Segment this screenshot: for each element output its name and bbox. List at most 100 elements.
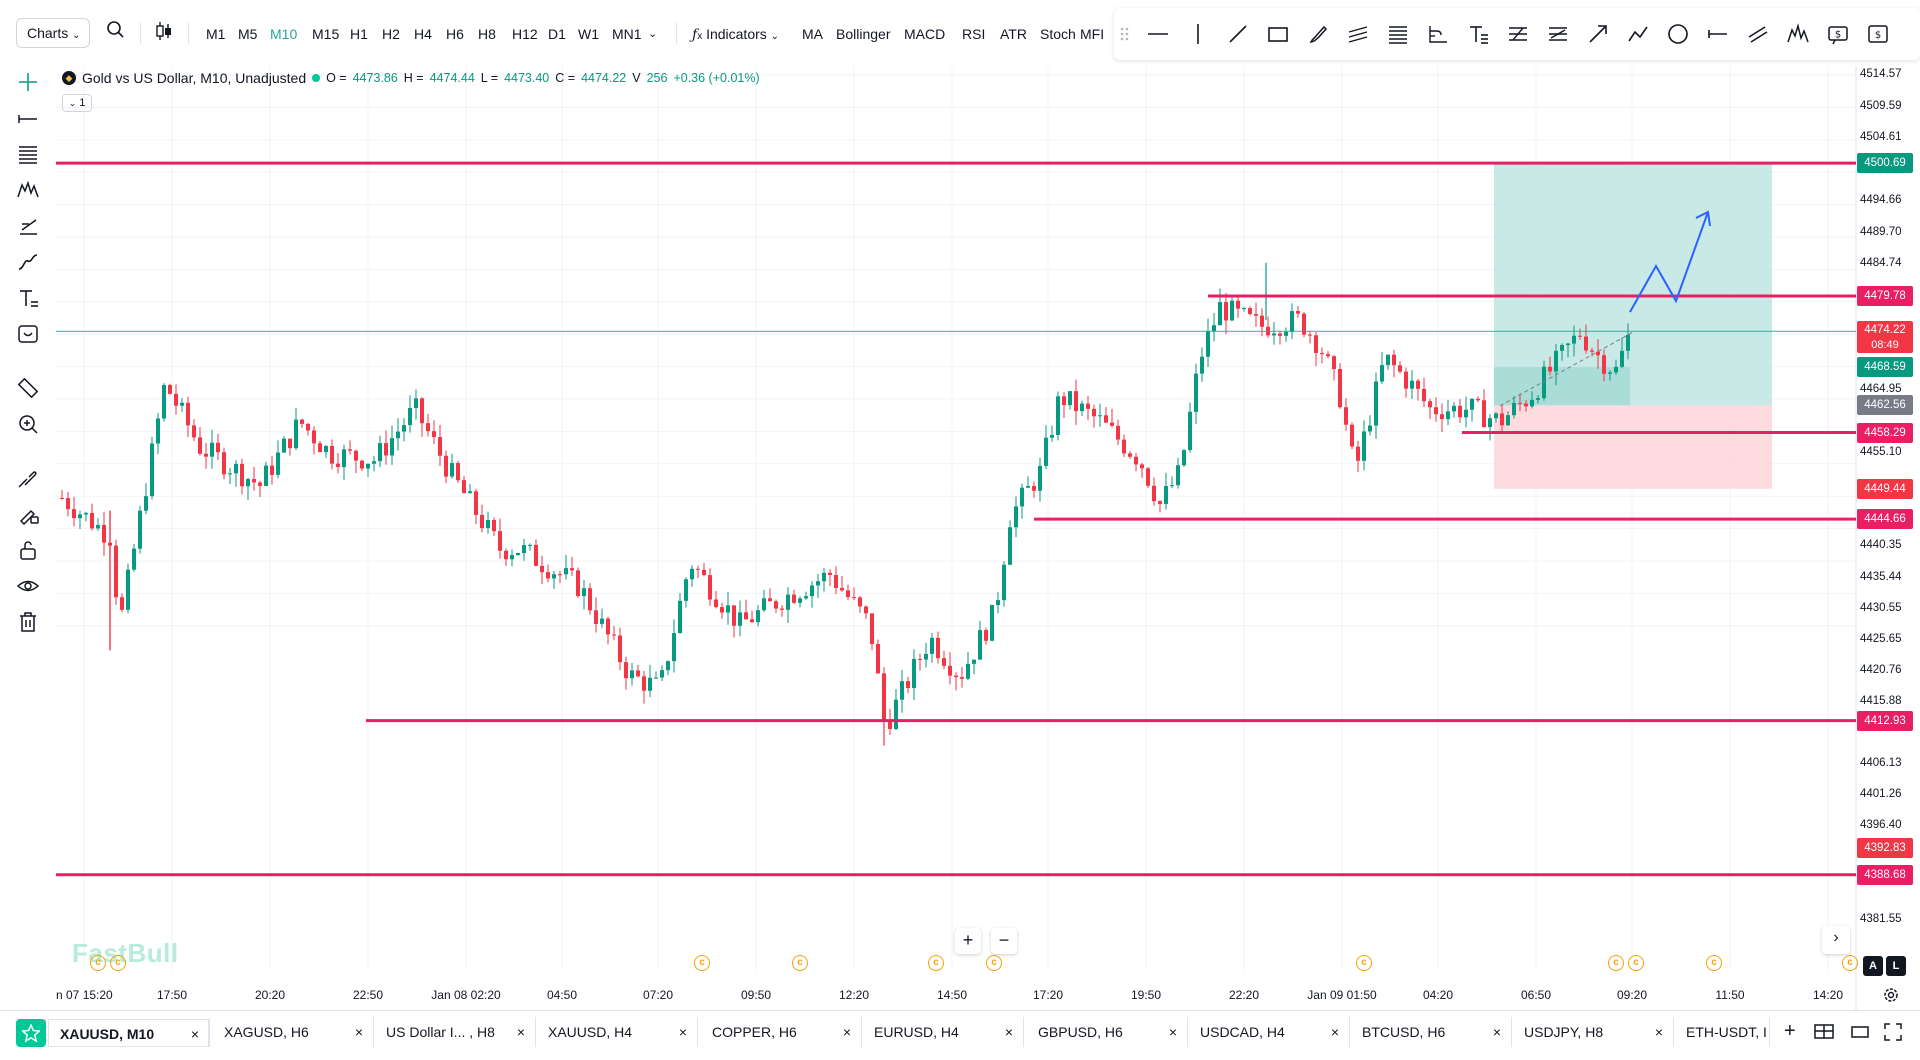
parallel-lines-icon[interactable] — [1744, 20, 1772, 48]
chart-tab[interactable]: EURUSD, H4 × — [862, 1017, 1024, 1047]
indicator-ma[interactable]: MA — [802, 26, 823, 42]
horizontal-line-icon[interactable] — [1144, 20, 1172, 48]
economic-event-icon[interactable]: c — [1842, 955, 1858, 971]
magnet-icon[interactable] — [14, 464, 42, 492]
pattern-icon[interactable] — [14, 176, 42, 204]
fullscreen-icon[interactable] — [1884, 1023, 1902, 1046]
scroll-right-button[interactable]: › — [1822, 926, 1850, 954]
elliott-wave-icon[interactable] — [1784, 20, 1812, 48]
fib-retracement-icon[interactable] — [14, 140, 42, 168]
text-tool-icon[interactable] — [1464, 20, 1492, 48]
chart-tab[interactable]: GBPUSD, H6 × — [1026, 1017, 1188, 1047]
parallel-channel-icon[interactable] — [1344, 20, 1372, 48]
close-tab-icon[interactable]: × — [842, 1024, 851, 1040]
economic-event-icon[interactable]: c — [694, 955, 710, 971]
rectangle-icon[interactable] — [1264, 20, 1292, 48]
chart-tab[interactable]: COPPER, H6 × — [700, 1017, 862, 1047]
indicator-rsi[interactable]: RSI — [962, 26, 986, 42]
chart-tab[interactable]: US Dollar I... , H8 × — [374, 1017, 536, 1047]
ruler-icon[interactable] — [14, 374, 42, 402]
drag-handle-icon[interactable] — [1116, 20, 1134, 48]
indicator-bollinger[interactable]: Bollinger — [836, 26, 891, 42]
brush-icon[interactable] — [1304, 20, 1332, 48]
close-tab-icon[interactable]: × — [1330, 1024, 1339, 1040]
crosshair-icon[interactable] — [14, 68, 42, 96]
chart-tab[interactable]: XAUUSD, M10 × — [48, 1017, 210, 1047]
timeframe-h2[interactable]: H2 — [382, 26, 400, 42]
chevron-down-icon[interactable]: ⌄ — [648, 28, 658, 40]
close-tab-icon[interactable]: × — [516, 1024, 525, 1040]
timeframe-d1[interactable]: D1 — [548, 26, 566, 42]
curve-icon[interactable] — [14, 248, 42, 276]
search-icon[interactable] — [106, 20, 126, 44]
log-scale-button[interactable]: L — [1886, 956, 1906, 976]
chart-tab[interactable]: XAUUSD, H4 × — [536, 1017, 698, 1047]
close-tab-icon[interactable]: × — [354, 1024, 363, 1040]
economic-event-icon[interactable]: c — [90, 955, 106, 971]
trend-line-icon[interactable] — [1224, 20, 1252, 48]
timeframe-m15[interactable]: M15 — [312, 26, 340, 42]
indicator-stoch[interactable]: Stoch — [1040, 26, 1076, 42]
economic-event-icon[interactable]: c — [1706, 955, 1722, 971]
zoom-out-button[interactable]: − — [991, 928, 1017, 954]
economic-event-icon[interactable]: c — [1608, 955, 1624, 971]
timeframe-h4[interactable]: H4 — [414, 26, 432, 42]
timeframe-m10[interactable]: M10 — [270, 26, 298, 42]
zoom-in-icon[interactable] — [14, 410, 42, 438]
chart-tab[interactable]: XAGUSD, H6 × — [212, 1017, 374, 1047]
economic-event-icon[interactable]: c — [792, 955, 808, 971]
timeframe-m1[interactable]: M1 — [206, 26, 226, 42]
settings-gear-icon[interactable] — [1882, 986, 1900, 1004]
economic-event-icon[interactable]: c — [1356, 955, 1372, 971]
indicators-button[interactable]: ƒx Indicators ⌄ — [692, 22, 779, 46]
indicator-atr[interactable]: ATR — [1000, 26, 1027, 42]
price-chart[interactable] — [0, 0, 1920, 1010]
close-tab-icon[interactable]: × — [678, 1024, 687, 1040]
chart-tab[interactable]: USDJPY, H8 × — [1512, 1017, 1674, 1047]
economic-event-icon[interactable]: c — [1628, 955, 1644, 971]
fib-retracement-icon[interactable] — [1384, 20, 1412, 48]
chart-tab[interactable]: BTCUSD, H6 × — [1350, 1017, 1512, 1047]
timeframe-h6[interactable]: H6 — [446, 26, 464, 42]
timeframe-h12[interactable]: H12 — [512, 26, 538, 42]
circle-icon[interactable] — [1664, 20, 1692, 48]
timeframe-h1[interactable]: H1 — [350, 26, 368, 42]
chart-tab[interactable]: ETH-USDT, I — [1674, 1017, 1770, 1047]
favorites-star-icon[interactable] — [16, 1019, 46, 1047]
chart-tab[interactable]: USDCAD, H4 × — [1188, 1017, 1350, 1047]
text-tool-icon[interactable] — [14, 284, 42, 312]
timeframe-m5[interactable]: M5 — [238, 26, 258, 42]
economic-event-icon[interactable]: c — [110, 955, 126, 971]
close-tab-icon[interactable]: × — [1492, 1024, 1501, 1040]
pitchfork-icon[interactable] — [1504, 20, 1532, 48]
indicator-mfi[interactable]: MFI — [1080, 26, 1105, 42]
zoom-in-button[interactable]: + — [955, 928, 981, 954]
layout-split-icon[interactable] — [1814, 1023, 1834, 1046]
lock-drawing-icon[interactable] — [14, 500, 42, 528]
timeframe-mn1[interactable]: MN1 — [612, 26, 642, 42]
arrow-icon[interactable] — [1584, 20, 1612, 48]
vertical-line-icon[interactable] — [1184, 20, 1212, 48]
candle-type-icon[interactable] — [154, 20, 174, 44]
trash-icon[interactable] — [14, 608, 42, 636]
emoji-sticker-icon[interactable] — [14, 320, 42, 348]
indicators-collapse-button[interactable]: ⌄ 1 — [62, 94, 92, 112]
close-tab-icon[interactable]: × — [1654, 1024, 1663, 1040]
timeframe-h8[interactable]: H8 — [478, 26, 496, 42]
price-label-icon[interactable]: $ — [1824, 20, 1852, 48]
economic-event-icon[interactable]: c — [986, 955, 1002, 971]
trend-angle-icon[interactable] — [14, 212, 42, 240]
close-tab-icon[interactable]: × — [190, 1026, 199, 1042]
horizontal-ray-icon[interactable] — [1704, 20, 1732, 48]
close-tab-icon[interactable]: × — [1168, 1024, 1177, 1040]
charts-menu-button[interactable]: Charts ⌄ — [16, 18, 90, 48]
gann-icon[interactable] — [1544, 20, 1572, 48]
add-tab-button[interactable]: + — [1784, 1020, 1796, 1042]
auto-scale-button[interactable]: A — [1863, 956, 1883, 976]
price-note-icon[interactable]: $ — [1864, 20, 1892, 48]
polyline-icon[interactable] — [1624, 20, 1652, 48]
economic-event-icon[interactable]: c — [928, 955, 944, 971]
timeframe-w1[interactable]: W1 — [578, 26, 599, 42]
layout-single-icon[interactable] — [1851, 1023, 1869, 1046]
fib-fan-icon[interactable] — [1424, 20, 1452, 48]
